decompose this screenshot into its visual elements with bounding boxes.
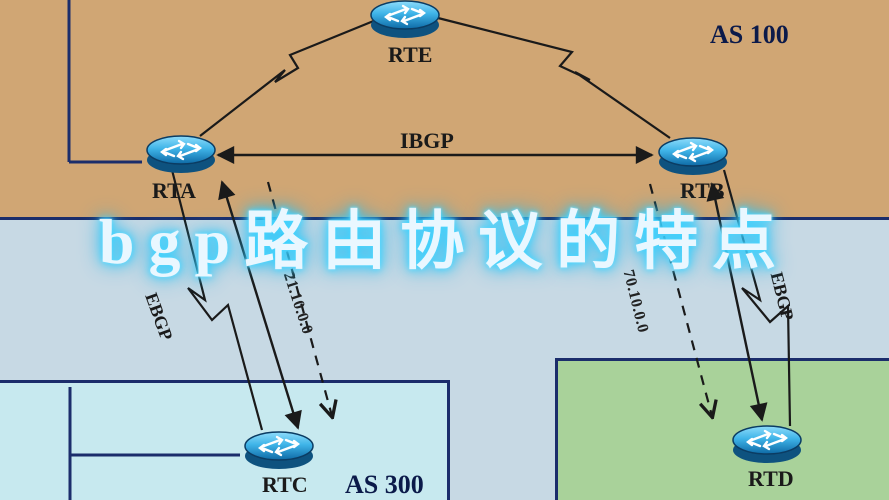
label-ibgp: IBGP [400,128,454,154]
router-rtd [730,422,802,458]
label-as100: AS 100 [710,20,789,50]
label-rtb: RTB [680,178,724,204]
region-right [555,358,889,500]
label-rte: RTE [388,42,432,68]
router-rtb [656,134,728,170]
router-rta [144,132,216,168]
label-rtd: RTD [748,466,794,492]
diagram-stage: AS 100 AS 300 RTE RTA RTB RTC RTD IBGP E… [0,0,889,500]
router-rtc [242,428,314,464]
label-rta: RTA [152,178,196,204]
router-rte [368,0,440,33]
label-as300: AS 300 [345,470,424,500]
label-rtc: RTC [262,472,308,498]
